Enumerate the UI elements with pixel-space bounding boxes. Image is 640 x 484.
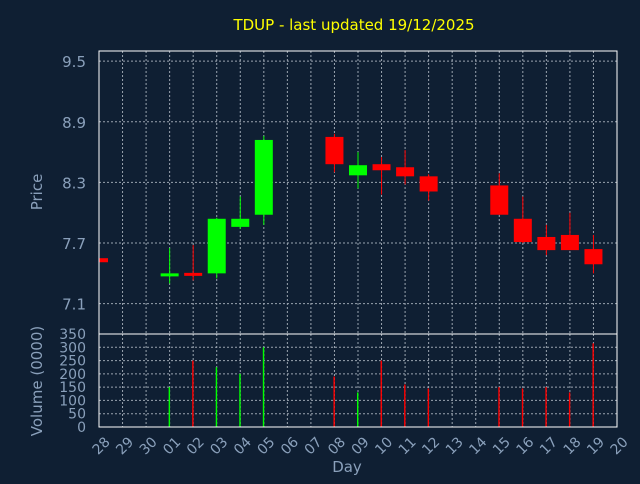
candle-body (537, 236, 556, 251)
volume-bars (168, 343, 594, 427)
volume-tick-label: 200 (59, 367, 86, 383)
candle-body (513, 218, 532, 243)
volume-tick-label: 150 (59, 380, 86, 396)
volume-bar (168, 387, 171, 427)
volume-tick-label: 250 (59, 354, 86, 370)
candle-body (560, 234, 579, 251)
candle-body (349, 165, 367, 176)
volume-panel-frame (98, 333, 618, 428)
volume-bar (592, 343, 594, 427)
volume-tick-label: 300 (59, 340, 86, 356)
day-axis-label: Day (332, 458, 362, 476)
price-axis-label: Price (28, 174, 46, 211)
volume-bar (498, 387, 500, 427)
volume-tick-label: 350 (59, 327, 86, 343)
volume-bar (404, 384, 406, 427)
candle-body (254, 139, 273, 215)
price-tick-label: 8.3 (62, 174, 86, 192)
volume-bar (568, 392, 571, 427)
volume-axis-label: Volume (0000) (28, 326, 46, 436)
volume-bar (545, 387, 547, 427)
volume-tick-label: 100 (59, 393, 86, 409)
candle (160, 248, 179, 284)
volume-bar (333, 376, 335, 427)
candle (184, 245, 203, 281)
candle (207, 217, 226, 279)
candles (98, 133, 603, 284)
candle-body (372, 164, 391, 171)
candle (537, 224, 556, 256)
price-tick-label: 8.9 (62, 114, 86, 132)
candle-body (419, 176, 438, 192)
candle (254, 135, 273, 225)
candle (231, 196, 250, 229)
candle (513, 196, 532, 244)
candle (396, 150, 415, 185)
volume-bar (521, 388, 524, 427)
price-tick-label: 7.7 (62, 235, 86, 253)
candle-body (207, 218, 226, 274)
candle (349, 152, 367, 189)
volume-bar (357, 392, 359, 427)
candle-body (584, 249, 603, 265)
candle (584, 234, 603, 274)
candle-body (184, 272, 203, 276)
candle (490, 173, 509, 215)
candle-body (160, 273, 179, 277)
volume-bar (380, 360, 382, 427)
volume-bar (262, 347, 265, 427)
volume-bar (239, 373, 241, 427)
candle (419, 174, 438, 201)
candle-body (396, 167, 415, 177)
price-tick-label: 9.5 (62, 53, 86, 71)
candle (372, 157, 391, 195)
candle-body (490, 185, 509, 215)
price-axis-ticks: 7.1 7.7 8.3 8.9 9.5 (62, 53, 86, 314)
price-tick-label: 7.1 (62, 296, 86, 314)
candle-body (325, 136, 344, 165)
volume-bar (192, 360, 194, 427)
candle (560, 212, 579, 251)
volume-tick-label: 0 (77, 420, 86, 436)
candle (325, 133, 344, 173)
volume-bar (215, 367, 218, 427)
candle-body (99, 258, 108, 263)
candle-body (231, 218, 250, 227)
chart-title: TDUP - last updated 19/12/2025 (232, 16, 474, 34)
day-axis-ticks: 28 29 30 01 02 03 04 05 06 07 08 09 10 11 12 13 14 15 16 17… (90, 434, 632, 458)
volume-bar (427, 388, 430, 427)
volume-tick-label: 50 (68, 407, 86, 423)
